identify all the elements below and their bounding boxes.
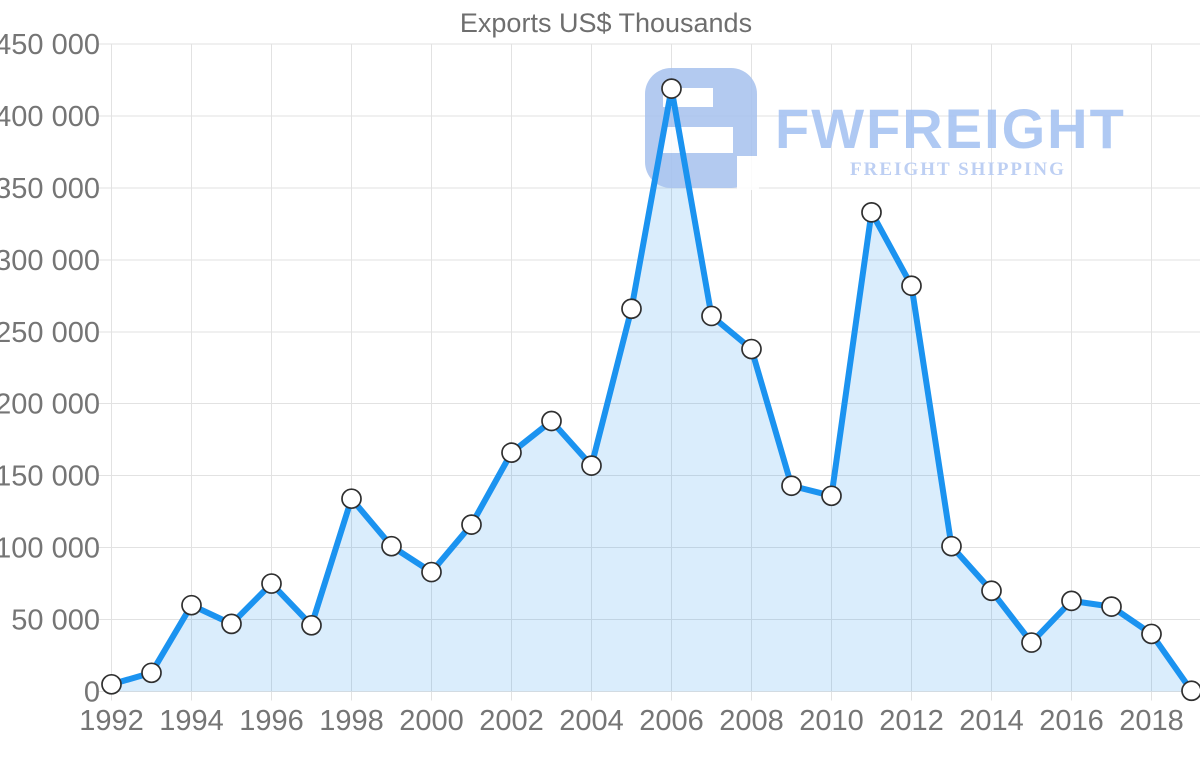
y-tick-label: 50 000 <box>11 605 100 637</box>
x-tick-label: 2018 <box>1119 705 1184 737</box>
x-axis-labels: 1992 1994 1996 1998 2000 2002 2004 2006 2008 2010… <box>79 705 1184 737</box>
data-points <box>101 78 1200 702</box>
x-tick-label: 2002 <box>479 705 544 737</box>
series-line <box>108 85 1195 694</box>
data-point-2007[interactable] <box>701 305 722 327</box>
data-point-1999[interactable] <box>381 535 402 557</box>
data-point-2015[interactable] <box>1021 632 1042 653</box>
x-tick-label: 2016 <box>1039 705 1104 737</box>
x-tick-label: 1992 <box>79 705 144 737</box>
data-point-1996[interactable] <box>261 573 282 594</box>
data-point-2017[interactable] <box>1101 596 1122 617</box>
data-point-2002[interactable] <box>501 442 522 463</box>
data-point-1993[interactable] <box>141 662 162 684</box>
data-point-1992[interactable] <box>101 673 122 695</box>
watermark-tagline-text: FREIGHT SHIPPING <box>850 159 1066 180</box>
data-point-2018[interactable] <box>1141 623 1162 645</box>
data-point-1994[interactable] <box>181 594 202 616</box>
y-tick-label: 150 000 <box>0 461 100 493</box>
x-tick-label: 1998 <box>319 705 384 737</box>
series-area-fill <box>111 88 1192 692</box>
y-tick-label: 350 000 <box>0 173 100 205</box>
x-tick-label: 1996 <box>239 705 304 737</box>
y-axis-labels: 0 50 000 100 000 150 000 200 000 250 000 300 0… <box>0 29 100 709</box>
y-tick-label: 250 000 <box>0 317 100 349</box>
data-point-2014[interactable] <box>981 580 1002 602</box>
series-line-path <box>108 85 1195 694</box>
y-tick-label: 300 000 <box>0 245 100 277</box>
x-tick-label: 2010 <box>799 705 864 737</box>
area-fill-path <box>111 88 1192 692</box>
chart-title: Exports US$ Thousands <box>460 8 752 38</box>
y-tick-label: 0 <box>84 677 100 709</box>
data-point-2006[interactable] <box>661 78 682 99</box>
data-point-2010[interactable] <box>821 485 842 507</box>
data-point-2012[interactable] <box>901 275 922 297</box>
data-point-2003[interactable] <box>541 410 562 432</box>
x-tick-label: 2008 <box>719 705 784 737</box>
data-point-1995[interactable] <box>221 613 242 635</box>
y-tick-label: 400 000 <box>0 101 100 133</box>
x-tick-label: 2012 <box>879 705 944 737</box>
data-point-2009[interactable] <box>781 475 802 497</box>
watermark-brand-text: FWFREIGHT <box>775 97 1126 160</box>
y-tick-label: 100 000 <box>0 533 100 565</box>
data-point-2016[interactable] <box>1061 590 1082 612</box>
x-tick-label: 2014 <box>959 705 1024 737</box>
x-tick-label: 2006 <box>639 705 704 737</box>
watermark: FWFREIGHT FREIGHT SHIPPING <box>645 68 1126 190</box>
data-point-2001[interactable] <box>461 514 482 535</box>
y-tick-label: 200 000 <box>0 389 100 421</box>
data-point-1997[interactable] <box>301 614 322 636</box>
data-point-2019[interactable] <box>1181 680 1200 702</box>
x-tick-label: 1994 <box>159 705 224 737</box>
data-point-2000[interactable] <box>421 561 442 583</box>
data-point-2005[interactable] <box>621 298 642 320</box>
x-tick-label: 2000 <box>399 705 464 737</box>
x-tick-label: 2004 <box>559 705 624 737</box>
data-point-2008[interactable] <box>741 338 762 360</box>
data-point-2013[interactable] <box>941 535 962 557</box>
y-tick-label: 450 000 <box>0 29 100 61</box>
data-point-1998[interactable] <box>341 488 362 510</box>
data-point-2011[interactable] <box>861 202 882 223</box>
data-point-2004[interactable] <box>581 455 602 476</box>
